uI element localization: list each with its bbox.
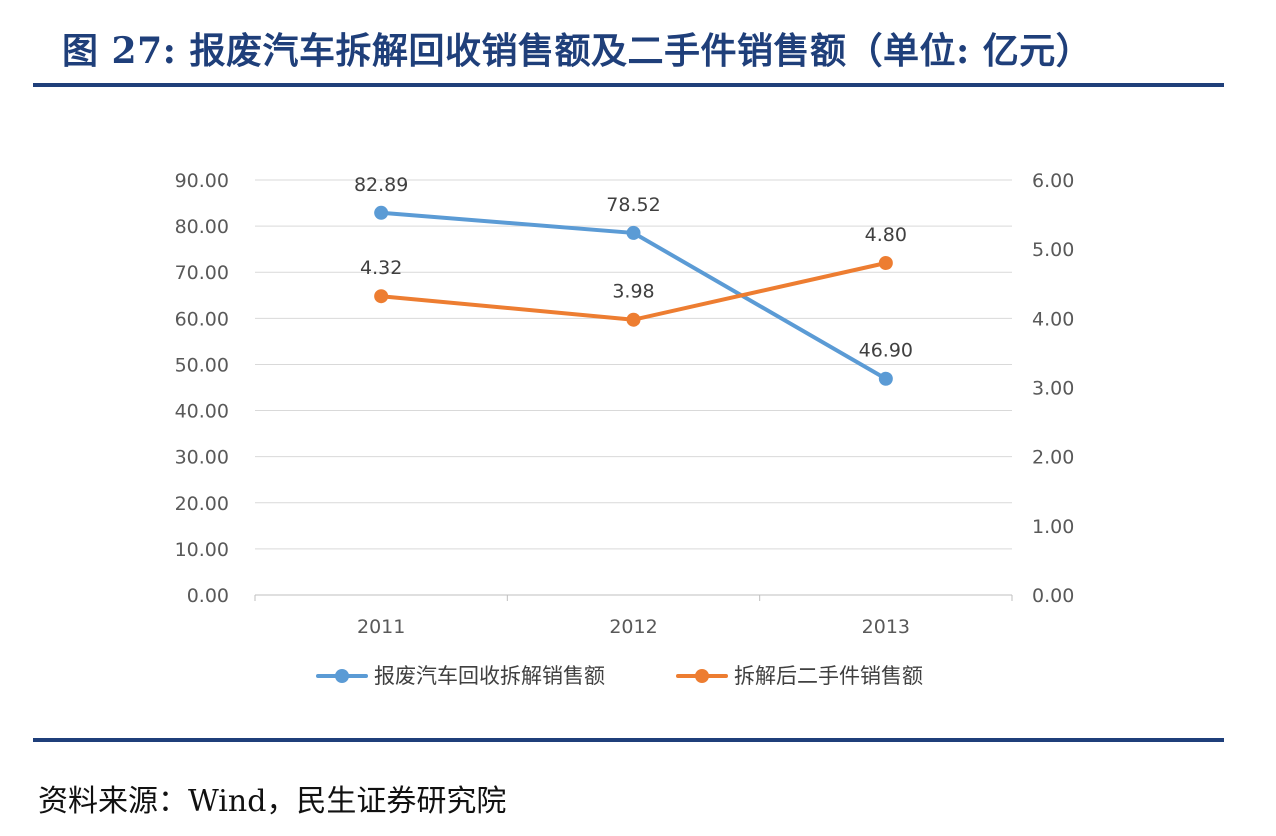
legend-label: 拆解后二手件销售额 <box>734 664 923 688</box>
right-y-axis: 0.00 1.00 2.00 3.00 4.00 5.00 6.00 <box>1032 170 1074 607</box>
x-tick-label: 2013 <box>862 616 910 638</box>
left-tick-label: 40.00 <box>175 401 229 423</box>
data-point <box>626 225 641 240</box>
data-label: 4.32 <box>360 257 402 279</box>
legend-swatch-marker <box>695 669 709 683</box>
data-label: 4.80 <box>865 224 907 246</box>
left-tick-label: 20.00 <box>175 493 229 515</box>
source-note: 资料来源：Wind，民生证券研究院 <box>38 784 507 819</box>
left-tick-label: 0.00 <box>187 585 229 607</box>
legend-item-1: 报废汽车回收拆解销售额 <box>316 664 605 688</box>
left-y-axis: 0.00 10.00 20.00 30.00 40.00 50.00 60.00 70.00 8… <box>175 170 229 607</box>
right-tick-label: 6.00 <box>1032 170 1074 192</box>
data-label: 46.90 <box>859 340 913 362</box>
data-label: 3.98 <box>612 281 654 303</box>
data-point <box>878 371 893 386</box>
series-1: 82.89 78.52 46.90 <box>354 174 913 386</box>
legend-item-2: 拆解后二手件销售额 <box>676 664 923 688</box>
series-layer: 82.89 78.52 46.90 4.32 3.98 4.80 <box>354 174 913 386</box>
left-tick-label: 10.00 <box>175 539 229 561</box>
data-label: 82.89 <box>354 174 408 196</box>
right-tick-label: 4.00 <box>1032 308 1074 330</box>
data-label: 78.52 <box>606 194 660 216</box>
left-tick-label: 60.00 <box>175 308 229 330</box>
x-axis: 2011 2012 2013 <box>254 595 1013 638</box>
right-tick-label: 2.00 <box>1032 447 1074 469</box>
data-point <box>374 289 389 304</box>
legend-label: 报废汽车回收拆解销售额 <box>374 664 605 688</box>
line-chart: 0.00 10.00 20.00 30.00 40.00 50.00 60.00 70.00 8… <box>175 170 1075 688</box>
left-tick-label: 70.00 <box>175 262 229 284</box>
left-tick-label: 30.00 <box>175 447 229 469</box>
right-tick-label: 0.00 <box>1032 585 1074 607</box>
bottom-rule <box>33 738 1224 742</box>
data-point <box>374 205 389 220</box>
x-tick-label: 2012 <box>609 616 657 638</box>
right-tick-label: 3.00 <box>1032 378 1074 400</box>
legend-swatch-marker <box>335 669 349 683</box>
figure-title: 图 27: 报废汽车拆解回收销售额及二手件销售额（单位: 亿元） <box>62 30 1093 72</box>
right-tick-label: 1.00 <box>1032 516 1074 538</box>
left-tick-label: 80.00 <box>175 216 229 238</box>
series-2: 4.32 3.98 4.80 <box>360 224 907 327</box>
data-point <box>626 312 641 327</box>
legend: 报废汽车回收拆解销售额 拆解后二手件销售额 <box>316 664 923 688</box>
x-tick-label: 2011 <box>357 616 405 638</box>
right-tick-label: 5.00 <box>1032 239 1074 261</box>
left-tick-label: 90.00 <box>175 170 229 192</box>
top-rule <box>33 83 1224 87</box>
data-point <box>878 256 893 270</box>
left-tick-label: 50.00 <box>175 354 229 376</box>
